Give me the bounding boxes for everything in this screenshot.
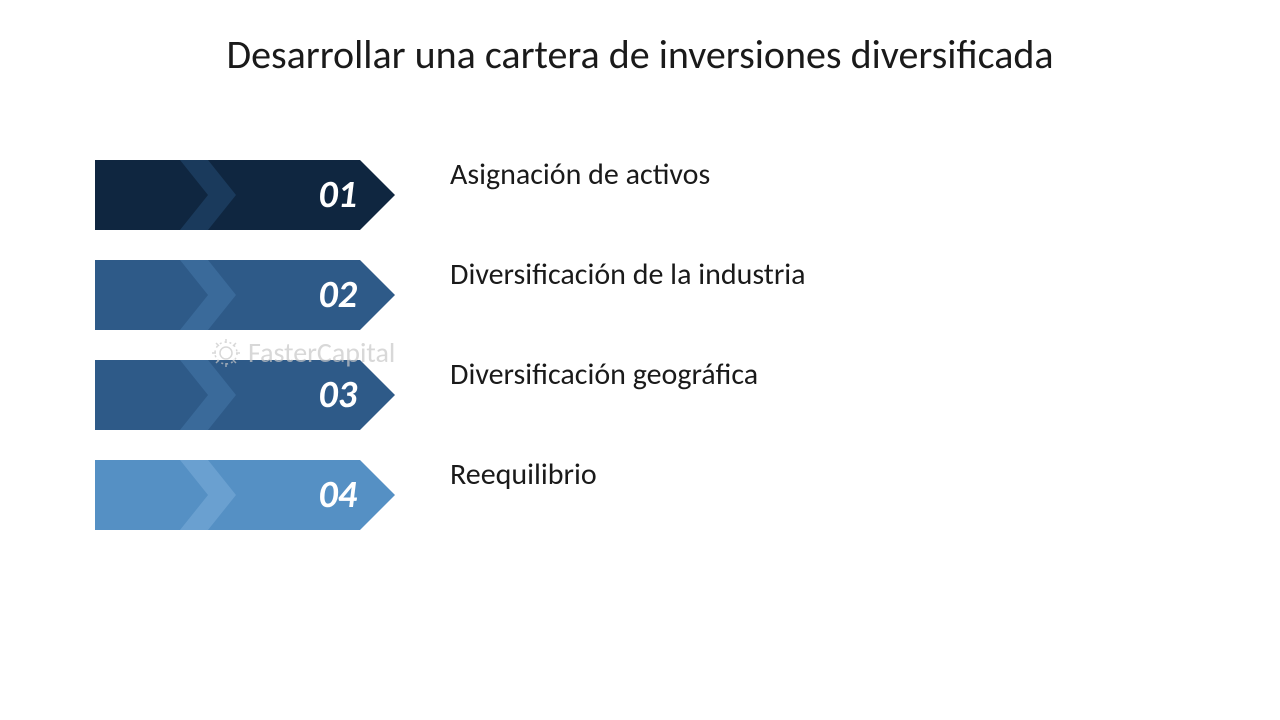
item-label: Asignación de activos (450, 156, 710, 193)
item-number: 02 (95, 260, 375, 330)
list-item: 02 Diversificación de la industria (95, 260, 806, 330)
list-item: 04 Reequilibrio (95, 460, 806, 530)
arrow-box: 03 (95, 360, 395, 430)
item-number: 01 (95, 160, 375, 230)
item-label: Reequilibrio (450, 456, 597, 493)
list-item: 01 Asignación de activos (95, 160, 806, 230)
arrow-box: 04 (95, 460, 395, 530)
page-title: Desarrollar una cartera de inversiones d… (0, 30, 1280, 79)
item-number: 04 (95, 460, 375, 530)
item-label: Diversificación geográfica (450, 356, 758, 393)
arrow-box: 01 (95, 160, 395, 230)
arrow-box: 02 (95, 260, 395, 330)
item-label: Diversificación de la industria (450, 256, 806, 293)
list-item: 03 Diversificación geográfica (95, 360, 806, 430)
items-list: 01 Asignación de activos 02 Diversificac… (95, 160, 806, 560)
item-number: 03 (95, 360, 375, 430)
